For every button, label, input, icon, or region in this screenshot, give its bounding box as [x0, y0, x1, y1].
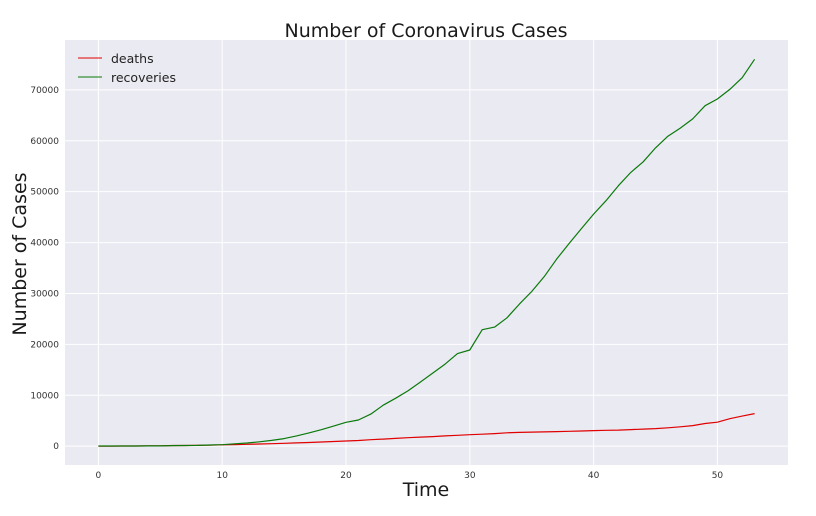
x-tick-label: 0 [96, 471, 102, 481]
y-tick-label: 0 [53, 442, 59, 452]
x-tick-label: 30 [464, 471, 476, 481]
y-axis-label: Number of Cases [9, 172, 31, 335]
x-tick-label: 40 [588, 471, 600, 481]
y-tick-label: 60000 [30, 137, 59, 147]
legend-label-deaths: deaths [111, 51, 154, 66]
x-tick-label: 10 [217, 471, 229, 481]
series-lines [98, 58, 756, 447]
x-tick-labels: 0 10 20 30 40 50 [96, 471, 724, 481]
y-tick-label: 70000 [30, 86, 59, 96]
y-tick-label: 20000 [30, 340, 59, 350]
series-line-recoveries [98, 58, 756, 447]
x-tick-label: 20 [340, 471, 352, 481]
legend-label-recoveries: recoveries [111, 70, 176, 85]
y-tick-label: 50000 [30, 188, 59, 198]
y-tick-label: 10000 [30, 391, 59, 401]
chart-title: Number of Coronavirus Cases [284, 20, 567, 42]
x-axis-label: Time [402, 479, 450, 501]
y-tick-label: 30000 [30, 289, 59, 299]
x-tick-label: 50 [712, 471, 724, 481]
y-tick-label: 40000 [30, 239, 59, 249]
grid [65, 40, 788, 465]
plot-area [65, 40, 788, 465]
y-tick-labels: 0 10000 20000 30000 40000 50000 60000 70000 [30, 86, 59, 452]
legend: deaths recoveries [78, 51, 176, 85]
